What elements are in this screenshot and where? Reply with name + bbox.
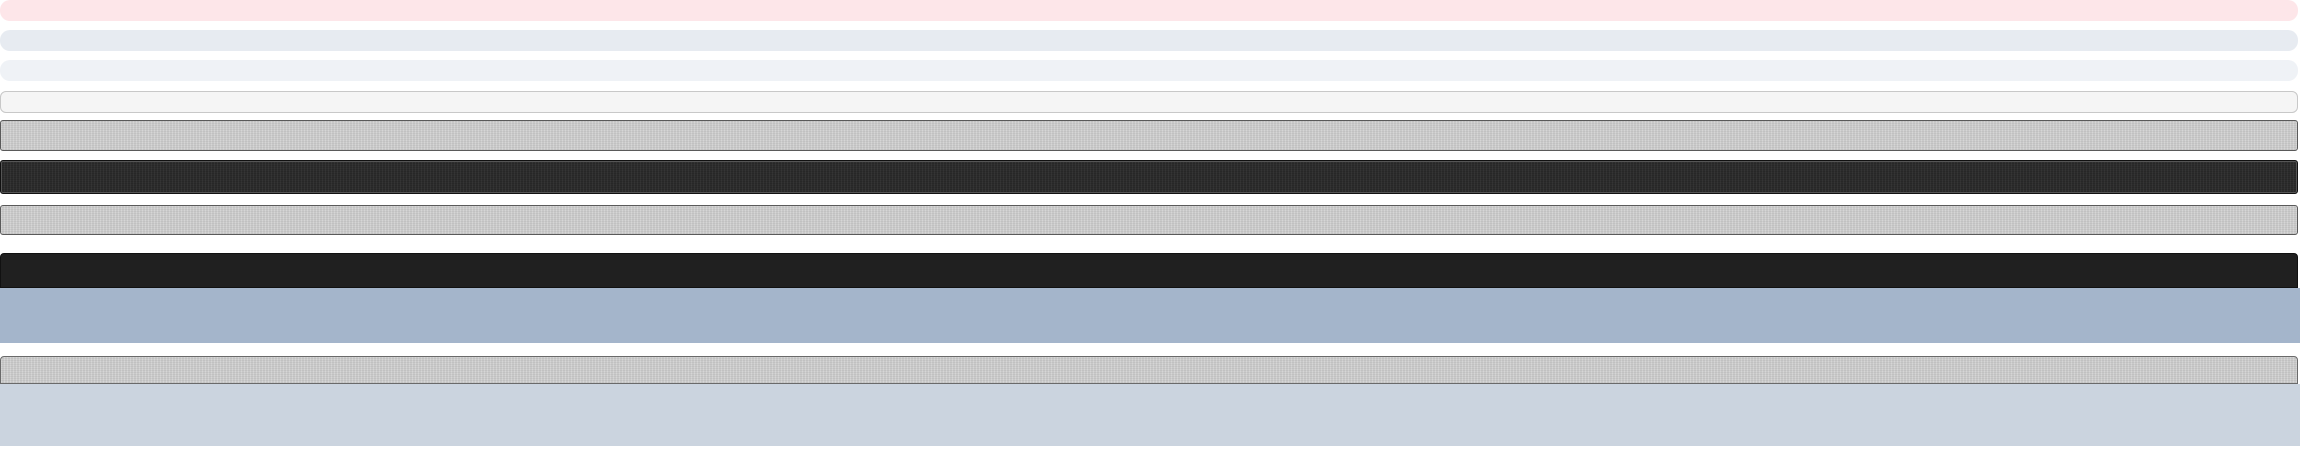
- steel-blue-panel: [0, 288, 2300, 343]
- textured-gray-header-bar: [0, 356, 2298, 384]
- textured-gray-toolbar: [0, 120, 2298, 151]
- dark-header-bar: [0, 253, 2298, 288]
- info-bar-light-gray-blue: [0, 60, 2298, 81]
- info-bar-gray-blue: [0, 30, 2298, 51]
- textured-dark-toolbar: [0, 160, 2298, 194]
- light-steel-blue-panel: [0, 384, 2300, 446]
- light-input-bar[interactable]: [0, 91, 2298, 113]
- textured-gray-toolbar-2: [0, 205, 2298, 235]
- alert-bar-pink: [0, 0, 2298, 21]
